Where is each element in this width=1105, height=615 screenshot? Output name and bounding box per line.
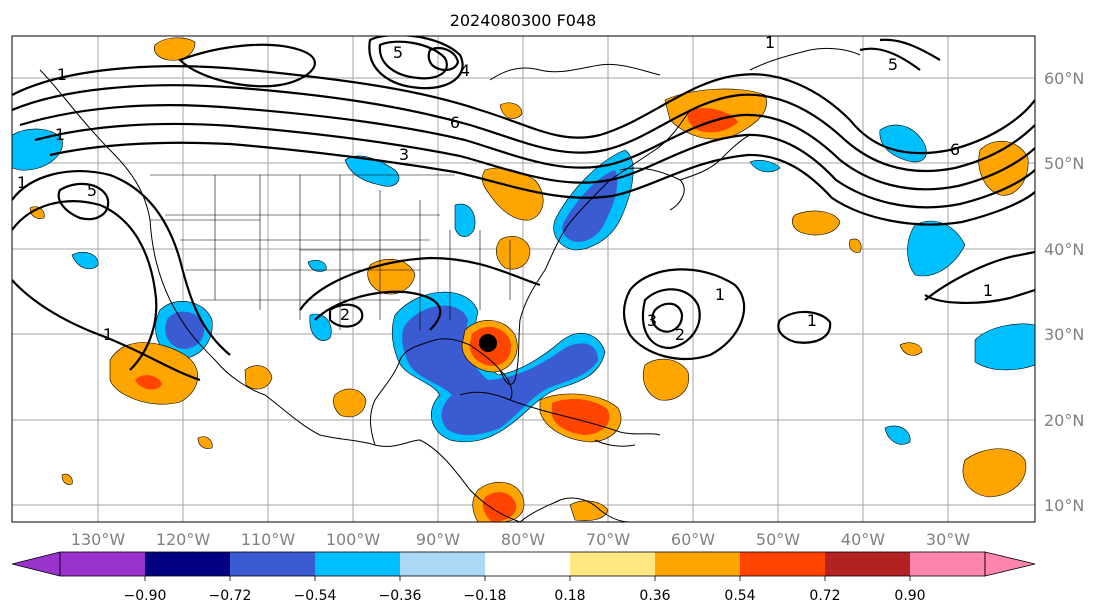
colorbar-tick-label: −0.90 — [124, 588, 167, 604]
negative-anomaly-shading — [12, 124, 1035, 445]
colorbar-segment — [910, 552, 985, 576]
contour-label: 5 — [888, 55, 898, 74]
colorbar-tick-label: −0.72 — [209, 588, 252, 604]
contour-label: 5 — [87, 181, 97, 200]
colorbar-tick-label: 0.90 — [894, 588, 925, 604]
lon-label: 70°W — [586, 530, 630, 549]
lon-label: 80°W — [501, 530, 545, 549]
contour-label: 1 — [983, 281, 993, 300]
colorbar-tick-label: −0.18 — [464, 588, 507, 604]
colorbar-tick-label: −0.36 — [379, 588, 422, 604]
colorbar-tick-label: 0.36 — [639, 588, 670, 604]
lat-label: 50°N — [1044, 154, 1084, 173]
lat-label: 10°N — [1044, 496, 1084, 515]
positive-anomaly-shading — [29, 37, 1029, 522]
latitude-labels: 60°N 50°N 40°N 30°N 20°N 10°N — [1044, 69, 1084, 515]
map-frame — [11, 35, 1036, 523]
colorbar-tick-label: −0.54 — [294, 588, 337, 604]
colorbar-segment — [825, 552, 910, 576]
contour-label: 6 — [450, 113, 460, 132]
colorbar-frame — [59, 551, 986, 577]
colorbar-tick-label: 0.72 — [809, 588, 840, 604]
map-title: 2024080300 F048 — [450, 11, 597, 30]
contour-label-group: 1 1 1 1 1 1 1 1 2 2 3 3 4 5 5 5 6 6 — [17, 33, 993, 344]
lat-label: 20°N — [1044, 411, 1084, 430]
colorbar-segment — [400, 552, 485, 576]
colorbar-segment — [485, 552, 570, 576]
lon-label: 130°W — [71, 530, 126, 549]
lon-label: 90°W — [416, 530, 460, 549]
colorbar-extend-low — [11, 551, 61, 577]
colorbar-segment — [740, 552, 825, 576]
lat-label: 40°N — [1044, 240, 1084, 259]
contour-label: 1 — [765, 33, 775, 52]
lon-label: 30°W — [926, 530, 970, 549]
storm-center-marker — [479, 334, 497, 352]
lon-label: 100°W — [326, 530, 381, 549]
colorbar-extend-high — [984, 551, 1036, 577]
contour-label: 1 — [103, 325, 113, 344]
contour-label: 5 — [393, 43, 403, 62]
colorbar-segment — [570, 552, 655, 576]
state-borders — [150, 174, 511, 330]
contour-lines — [12, 36, 1035, 382]
longitude-labels: 130°W 120°W 110°W 100°W 90°W 80°W 70°W 6… — [71, 530, 970, 549]
colorbar-tick-label: 0.54 — [724, 588, 755, 604]
contour-label: 3 — [399, 145, 409, 164]
contour-label: 3 — [647, 311, 657, 330]
lat-label: 30°N — [1044, 325, 1084, 344]
contour-label: 6 — [950, 140, 960, 159]
contour-label: 4 — [460, 61, 470, 80]
lon-label: 110°W — [241, 530, 296, 549]
colorbar-segment — [60, 552, 145, 576]
colorbar-segment — [655, 552, 740, 576]
contour-label: 1 — [807, 311, 817, 330]
contour-label: 2 — [675, 325, 685, 344]
colorbar-tick-label: 0.18 — [554, 588, 585, 604]
contour-label: 1 — [57, 65, 67, 84]
colorbar-segment — [145, 552, 230, 576]
contour-label: 1 — [17, 173, 27, 192]
colorbar-segment — [315, 552, 400, 576]
lon-label: 40°W — [841, 530, 885, 549]
contour-label: 1 — [55, 125, 65, 144]
lat-label: 60°N — [1044, 69, 1084, 88]
map-content: 1 1 1 1 1 1 1 1 2 2 3 3 4 5 5 5 6 6 — [12, 33, 1035, 522]
lon-label: 60°W — [671, 530, 715, 549]
contour-label: 1 — [715, 285, 725, 304]
contour-label: 2 — [340, 305, 350, 324]
colorbar-segment — [230, 552, 315, 576]
lon-label: 120°W — [156, 530, 211, 549]
colorbar: −0.90 −0.72 −0.54 −0.36 −0.18 0.18 0.36 … — [11, 551, 1036, 604]
lon-label: 50°W — [756, 530, 800, 549]
